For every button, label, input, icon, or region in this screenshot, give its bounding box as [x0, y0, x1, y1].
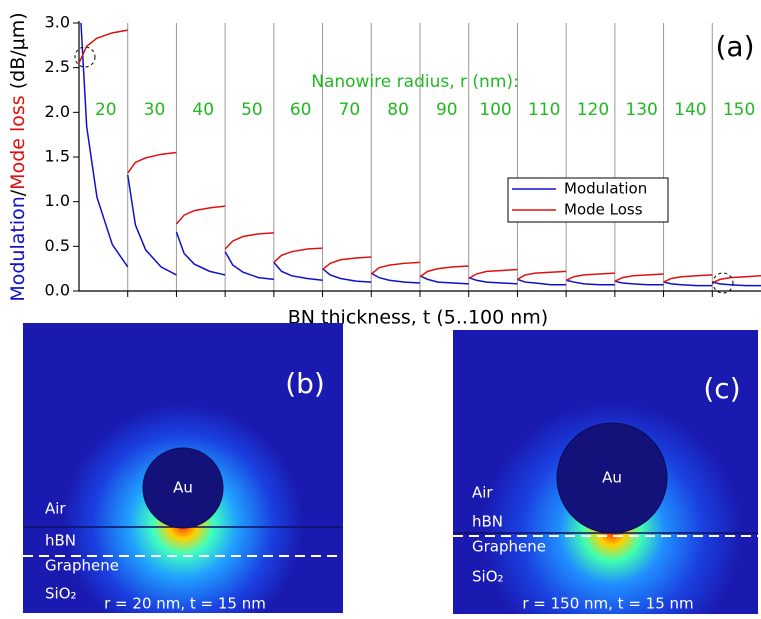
radius-label: 120 — [577, 100, 609, 120]
series-line — [711, 275, 761, 284]
series-line — [79, 29, 128, 64]
series-line — [419, 275, 469, 285]
y-tick-label: 0.0 — [45, 281, 70, 300]
series-line — [614, 280, 664, 286]
radius-label: 50 — [241, 100, 263, 120]
field-caption: r = 20 nm, t = 15 nm — [104, 595, 266, 613]
series-line — [468, 276, 518, 285]
series-line — [712, 281, 761, 287]
series-line — [370, 261, 421, 275]
series-line — [224, 232, 274, 250]
radius-label: 40 — [192, 100, 214, 120]
field-caption: r = 150 nm, t = 15 nm — [522, 595, 693, 613]
series-line — [175, 231, 226, 276]
series-line — [273, 247, 323, 263]
radius-label: 110 — [528, 100, 560, 120]
field-map: Au (c) Air hBN Graphene SiO₂ r = 150 nm, t = 1… — [453, 330, 758, 614]
nanowire — [556, 422, 668, 534]
series-line — [468, 268, 518, 280]
layer-label: Air — [472, 484, 493, 502]
radius-label: 90 — [436, 100, 458, 120]
y-axis-label-part: / — [7, 189, 29, 196]
radius-label: 100 — [479, 100, 511, 120]
radius-label: 150 — [723, 100, 755, 120]
layer-label: Graphene — [45, 557, 119, 575]
radius-label: 130 — [625, 100, 657, 120]
field-maps: Au (b) Air hBN Graphene SiO₂ r = 20 nm, t = 15… — [23, 323, 758, 614]
legend-box — [507, 177, 669, 223]
layer-label: Air — [45, 500, 66, 518]
series-line — [517, 278, 567, 286]
radius-label: 30 — [144, 100, 166, 120]
highlight-circle — [712, 272, 734, 294]
panel-label: (c) — [703, 372, 740, 405]
series-line — [175, 205, 226, 225]
layer-label: SiO₂ — [45, 585, 77, 603]
x-axis-label: BN thickness, t (5..100 nm) — [288, 307, 548, 329]
layer-label: Graphene — [472, 538, 546, 556]
series-line — [517, 270, 567, 281]
series-line — [370, 272, 421, 284]
y-tick-label: 3.0 — [45, 13, 70, 32]
layer-label: hBN — [45, 532, 76, 550]
series-line — [663, 281, 713, 287]
series-line — [322, 256, 372, 271]
y-tick-label: 2.5 — [45, 57, 70, 76]
legend-label: Mode Loss — [564, 201, 643, 219]
series-line — [614, 273, 664, 282]
y-tick-label: 1.0 — [45, 191, 70, 210]
radius-label: 140 — [674, 100, 706, 120]
particle-label: Au — [602, 469, 622, 487]
radius-label: 60 — [290, 100, 312, 120]
series-line — [565, 272, 615, 281]
y-axis-label: Modulation/Mode loss (dB/μm) — [7, 12, 29, 301]
series-line — [127, 151, 177, 174]
plot-area — [79, 23, 761, 287]
layer-label: SiO₂ — [472, 568, 504, 586]
y-axis-label-part: Modulation — [7, 196, 29, 301]
series-line — [663, 274, 713, 283]
radius-label: 20 — [95, 100, 117, 120]
highlight-circle — [74, 46, 96, 68]
layer-label: hBN — [472, 513, 503, 531]
series-line — [419, 265, 469, 278]
radius-label: 80 — [387, 100, 409, 120]
particle-label: Au — [173, 479, 193, 497]
nanowire — [142, 447, 224, 529]
panel-label: (b) — [285, 367, 325, 400]
series-line — [273, 261, 323, 282]
legend-label: Modulation — [564, 180, 647, 198]
chart-title: (a) — [715, 30, 754, 63]
y-tick-label: 0.5 — [45, 236, 70, 255]
series-line — [565, 279, 615, 286]
radius-label: 70 — [339, 100, 361, 120]
y-axis-label-part: Mode loss — [7, 95, 29, 190]
annotation: Nanowire radius, r (nm): — [311, 72, 519, 92]
field-map: Au (b) Air hBN Graphene SiO₂ r = 20 nm, t = 15… — [23, 323, 343, 613]
series-line — [80, 23, 129, 268]
y-tick-label: 2.0 — [45, 102, 70, 121]
series-line — [224, 251, 274, 281]
series-line — [322, 268, 372, 283]
y-tick-label: 1.5 — [45, 147, 70, 166]
y-axis-label-part: (dB/μm) — [7, 12, 29, 95]
series-line — [126, 174, 177, 276]
